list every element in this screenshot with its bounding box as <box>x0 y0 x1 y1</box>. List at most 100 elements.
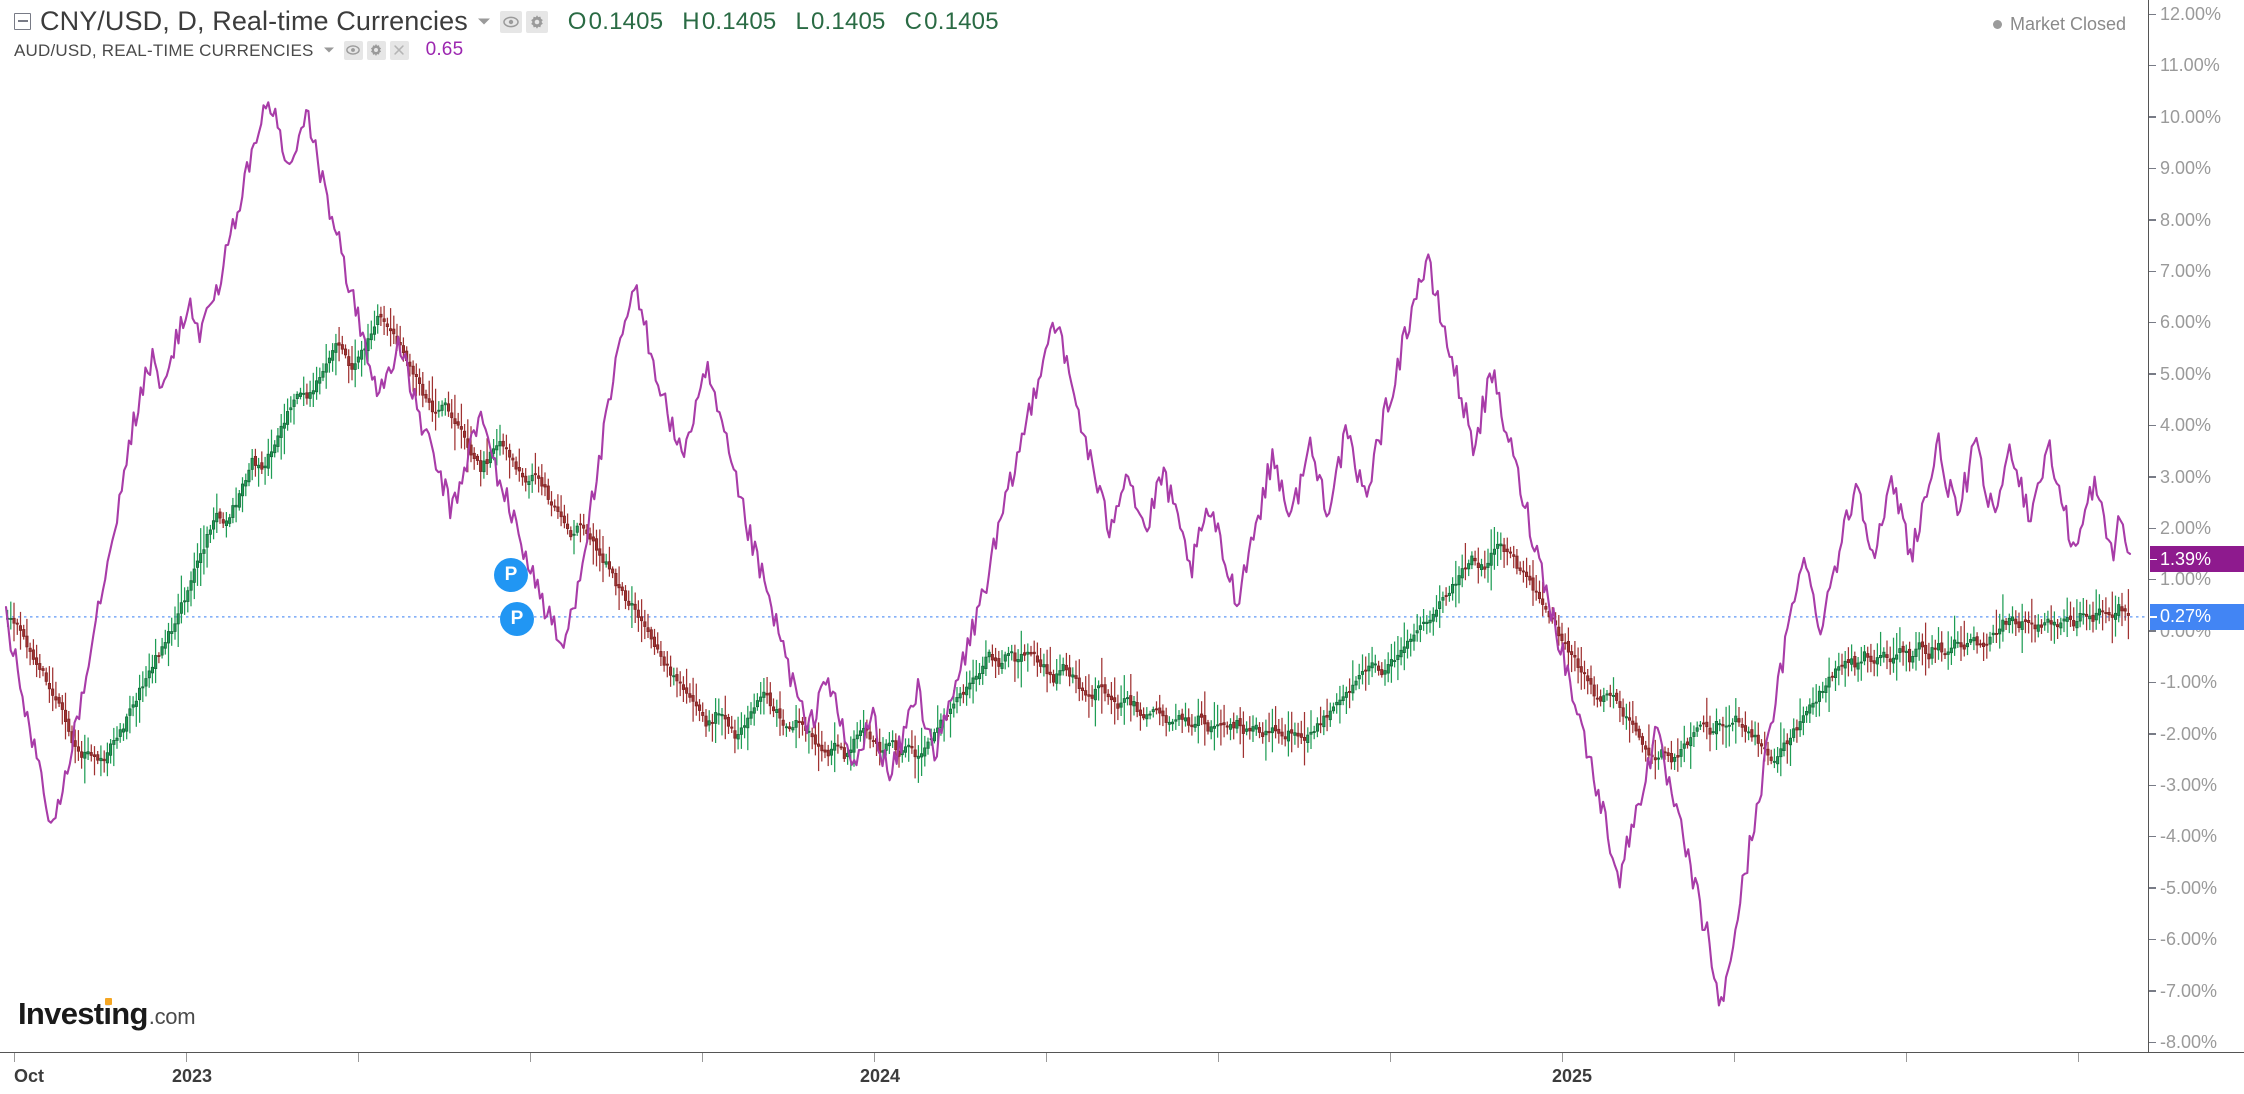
tick-mark <box>2149 13 2156 15</box>
time-axis-tick <box>358 1053 359 1062</box>
logo-tld-text: .com <box>148 1004 196 1029</box>
time-axis-tick <box>1562 1053 1563 1062</box>
tick-mark <box>2149 681 2156 684</box>
tick-mark <box>2149 321 2156 324</box>
status-badge: Market Closed <box>2009 14 2126 34</box>
tick-mark <box>2149 784 2156 786</box>
tick-mark <box>2149 527 2156 529</box>
tick-mark <box>2149 373 2156 375</box>
time-axis-tick <box>874 1053 875 1062</box>
price-axis-label: -4.00% <box>2160 826 2218 847</box>
time-axis-tick <box>702 1053 703 1062</box>
secondary-symbol-label[interactable]: AUD/USD, REAL-TIME CURRENCIES <box>14 40 314 60</box>
tick-mark <box>2149 1041 2156 1043</box>
price-axis-label: 7.00% <box>2160 261 2212 281</box>
badge-tick <box>2150 616 2157 618</box>
time-axis-tick <box>2078 1053 2079 1062</box>
collapse-minus-icon[interactable] <box>14 13 31 30</box>
price-axis-label: 4.00% <box>2160 415 2212 436</box>
secondary-series-value: 0.65 <box>425 39 464 60</box>
tick-mark <box>2149 167 2156 170</box>
chevron-down-icon-secondary[interactable] <box>323 46 335 54</box>
time-axis-tick <box>1734 1053 1735 1062</box>
price-badge-label: 0.27% <box>2160 606 2212 627</box>
time-axis-tick <box>530 1053 531 1062</box>
tick-mark <box>2149 424 2156 427</box>
time-axis-label: 2023 <box>171 1066 213 1086</box>
price-badge-label: 1.39% <box>2160 548 2212 569</box>
price-axis-label: 9.00% <box>2160 158 2212 179</box>
eye-icon[interactable] <box>499 10 522 33</box>
price-axis-label: 12.00% <box>2160 4 2222 24</box>
ohlc-values: O0.1405 H0.1405 L0.1405 C0.1405 <box>568 8 999 36</box>
price-axis-label: -6.00% <box>2160 929 2218 950</box>
tick-mark <box>2149 630 2156 632</box>
status-dot-icon <box>1992 20 2002 29</box>
chart-canvas[interactable] <box>0 0 2148 1052</box>
price-axis-label: -2.00% <box>2160 723 2218 744</box>
price-axis-label: -1.00% <box>2160 672 2218 693</box>
time-axis-tick <box>1218 1053 1219 1062</box>
price-axis-label: 5.00% <box>2160 363 2212 384</box>
investing-com-logo: Investing .com <box>18 996 196 1032</box>
tick-mark <box>2149 219 2156 221</box>
pin-marker-1[interactable]: P <box>494 558 528 592</box>
legend-row-primary[interactable]: CNY/USD, D, Real-time Currencies O0.1405… <box>0 0 999 36</box>
candlestick-series-cny-usd <box>6 304 2130 784</box>
time-axis-tick <box>186 1053 187 1062</box>
logo-brand-text: Investing <box>18 996 148 1031</box>
time-axis[interactable]: Oct 2023 2024 2025 <box>0 1052 2244 1094</box>
close-x-icon[interactable] <box>389 40 409 60</box>
ohlc-open: O0.1405 <box>567 7 664 35</box>
time-axis-tick <box>1046 1053 1047 1062</box>
gear-icon[interactable] <box>525 10 548 33</box>
price-axis[interactable]: 12.00% 11.00% 10.00% 9.00% 8.00% 7.00% 6.00% 5.… <box>2148 0 2244 1052</box>
price-badge-aud-usd[interactable]: 1.39% <box>2150 546 2244 573</box>
price-axis-label: 6.00% <box>2160 312 2212 333</box>
price-axis-label: 10.00% <box>2160 106 2222 127</box>
price-axis-label: -3.00% <box>2160 775 2218 795</box>
tick-mark <box>2149 270 2156 272</box>
ohlc-low: L0.1405 <box>795 7 886 35</box>
tick-mark <box>2149 476 2156 478</box>
pin-marker-2[interactable]: P <box>500 602 534 636</box>
tick-mark <box>2149 116 2156 118</box>
chart-legend: CNY/USD, D, Real-time Currencies O0.1405… <box>0 0 999 62</box>
ohlc-close: C0.1405 <box>904 7 999 35</box>
price-axis-label: 2.00% <box>2160 518 2212 538</box>
price-axis-label: 3.00% <box>2160 466 2212 487</box>
price-axis-label: -7.00% <box>2160 980 2218 1001</box>
time-axis-label: 2025 <box>1551 1066 1593 1086</box>
price-axis-label: -5.00% <box>2160 877 2218 898</box>
time-axis-label: Oct <box>14 1066 45 1086</box>
price-axis-label: -8.00% <box>2160 1032 2218 1052</box>
market-status: Market Closed <box>1992 14 2126 35</box>
tick-mark <box>2149 64 2156 67</box>
price-axis-label: 1.00% <box>2160 569 2212 590</box>
chevron-down-icon[interactable] <box>477 17 491 26</box>
tick-mark <box>2149 733 2156 735</box>
time-axis-tick <box>1906 1053 1907 1062</box>
page-title[interactable]: CNY/USD, D, Real-time Currencies <box>40 6 468 36</box>
tick-mark <box>2149 887 2156 889</box>
badge-tick <box>2150 558 2157 561</box>
tick-mark <box>2149 835 2156 838</box>
tick-mark <box>2149 578 2156 581</box>
tick-mark <box>2149 990 2156 992</box>
price-axis-label: 11.00% <box>2160 55 2220 76</box>
legend-row-secondary[interactable]: AUD/USD, REAL-TIME CURRENCIES <box>0 36 999 62</box>
logo-accent-dot <box>104 998 112 1005</box>
price-badge-cny-usd[interactable]: 0.27% <box>2150 603 2244 630</box>
eye-icon-secondary[interactable] <box>343 40 363 60</box>
time-axis-tick <box>14 1053 15 1062</box>
tick-mark <box>2149 938 2156 941</box>
line-series-aud-usd <box>4 101 2132 1007</box>
time-axis-label: 2024 <box>859 1066 901 1086</box>
ohlc-high: H0.1405 <box>682 7 777 35</box>
price-axis-label: 8.00% <box>2160 209 2212 230</box>
time-axis-tick <box>1390 1053 1391 1062</box>
logo-wordmark: Investing <box>18 996 148 1032</box>
gear-icon-secondary[interactable] <box>366 40 386 60</box>
chart-plot-area[interactable] <box>0 0 2148 1052</box>
